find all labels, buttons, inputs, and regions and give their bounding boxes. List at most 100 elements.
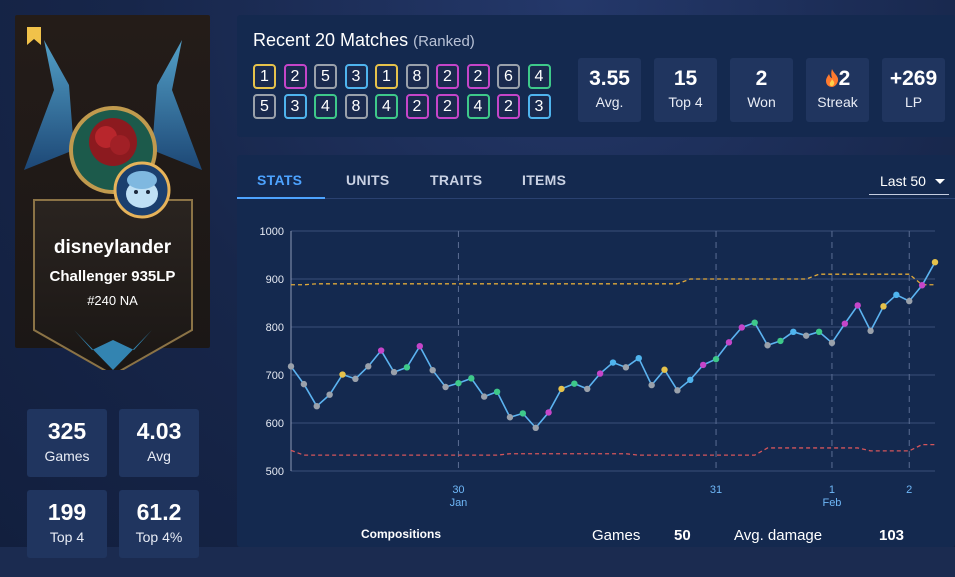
lp-point [790,328,797,335]
placement-badge: 2 [436,64,459,89]
lp-point [841,320,849,327]
lp-point [326,391,333,398]
compositions-label: Compositions [361,527,441,541]
damage-value: 103 [879,527,905,544]
lp-point [751,319,758,326]
placement-badge: 3 [283,94,307,119]
lp-point [481,393,488,400]
placement-badge: 2 [497,94,520,119]
summary-streak: 2 Streak [806,58,869,122]
lp-point [416,343,423,350]
lp-point [287,363,295,370]
summary-lp: +269 LP [882,58,945,122]
placement-badge: 3 [344,64,368,89]
rank-label: Challenger 935LP [49,268,176,285]
lp-point [931,259,939,266]
damage-label: Avg. damage [734,527,823,544]
games-label: Games [592,527,641,544]
tab-divider [237,198,955,199]
lp-point [622,364,630,371]
tab-traits[interactable]: TRAITS [430,172,483,188]
lp-point [571,380,578,387]
placement-badge: 3 [527,94,551,119]
x-tick-sublabel: Jan [450,497,468,509]
stats-panel: STATS UNITS TRAITS ITEMS Last 50 500 600 7… [237,155,955,547]
placement-badge: 4 [314,94,337,119]
lp-point [906,297,913,305]
y-tick-label: 600 [266,418,284,430]
lp-point [661,366,668,373]
lp-point [893,291,900,299]
stat-avg: 4.03 Avg [119,409,199,477]
lp-point [558,385,565,393]
lp-point [377,347,385,354]
recent-matches-title: Recent 20 Matches (Ranked) [253,30,475,50]
x-tick-sublabel: Feb [822,497,841,509]
lp-point [674,387,681,394]
lp-point [687,376,694,383]
lp-point [867,327,874,335]
placement-badge: 1 [375,64,398,89]
lp-point [854,302,861,309]
summary-won: 2 Won [730,58,793,122]
lp-point [300,380,308,388]
x-tick-label: 31 [710,484,722,496]
y-tick-label: 1000 [260,226,284,238]
placement-badge: 5 [314,64,337,89]
y-tick-label: 900 [266,274,284,286]
lp-point [545,409,552,416]
fire-icon [825,69,838,87]
lp-point [365,363,372,370]
summary-avg: 3.55 Avg. [578,58,641,122]
chevron-down-icon [935,179,945,184]
placement-badge: 4 [527,64,551,89]
lp-point [352,375,359,383]
y-tick-label: 800 [266,322,284,334]
placement-badge: 2 [436,94,459,119]
lp-point [828,339,836,347]
x-tick-label: 2 [906,484,912,496]
tab-stats[interactable]: STATS [257,172,303,188]
lp-point [493,388,501,395]
ladder-position: #240 NA [87,293,138,308]
y-tick-label: 700 [266,370,284,382]
tab-items[interactable]: ITEMS [522,172,567,188]
threshold-line [290,443,935,456]
placement-badge: 5 [253,94,276,119]
summoner-name: disneylander [53,237,172,258]
lp-point [596,370,604,377]
stat-top4-percent: 61.2 Top 4% [119,490,199,558]
lp-point [429,367,436,374]
y-tick-label: 500 [266,466,284,478]
lp-history-chart: 500600700800900100030Jan311Feb23 [260,226,939,509]
lp-point [918,282,926,289]
lp-point [609,359,617,366]
lp-point [815,328,823,335]
lp-point [403,364,411,371]
lp-point [532,424,539,431]
placement-badge: 2 [283,64,307,89]
lp-point [880,303,887,310]
bookmark-icon[interactable] [27,27,41,45]
lp-point [725,339,733,346]
lp-point [455,379,462,387]
summary-top4: 15 Top 4 [654,58,717,122]
lp-point [313,403,320,410]
range-select[interactable]: Last 50 [869,164,949,195]
lp-point [506,414,514,421]
lp-point [699,361,707,369]
placement-badge: 2 [466,64,490,89]
games-value: 50 [674,527,691,544]
lp-point [738,324,745,331]
tab-units[interactable]: UNITS [346,172,390,188]
lp-point [519,410,527,417]
lp-point [442,383,449,391]
lp-point [390,368,398,376]
placement-badge: 8 [405,64,429,89]
lp-point [803,332,810,339]
threshold-line [291,273,935,286]
placement-badge: 4 [466,94,490,119]
lp-point [648,381,655,389]
lp-point [468,375,475,382]
